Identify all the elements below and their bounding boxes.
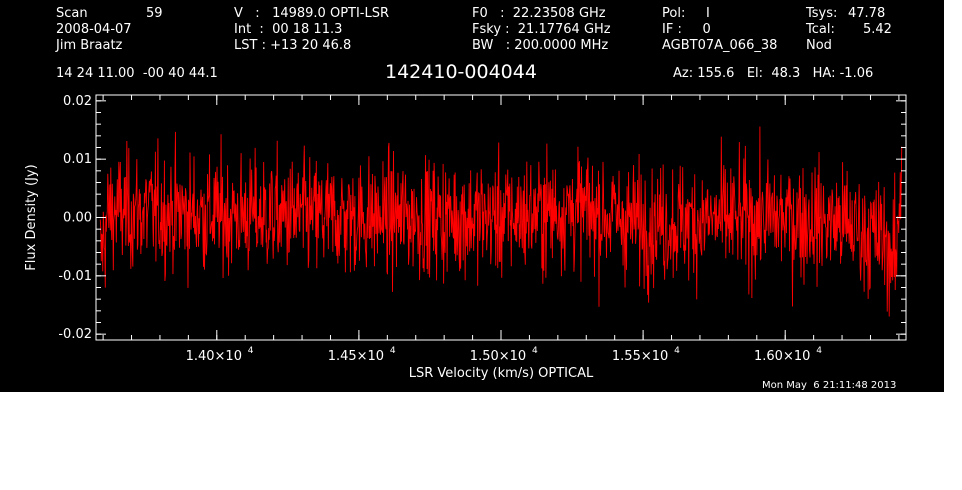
- x-tick-exponent: 4: [674, 346, 680, 356]
- source-name: 142410-004044: [385, 61, 537, 83]
- lst-info: LST : +13 20 46.8: [234, 38, 352, 53]
- x-tick-label: 1.50×10: [470, 349, 526, 364]
- x-tick-label: 1.40×10: [186, 349, 242, 364]
- source-coordinates: 14 24 11.00 -00 40 44.1: [56, 66, 218, 81]
- timestamp: Mon May 6 21:11:48 2013: [762, 380, 897, 391]
- y-axis-title: Flux Density (Jy): [24, 164, 39, 270]
- x-tick-label: 1.55×10: [612, 349, 668, 364]
- x-tick-exponent: 4: [248, 346, 254, 356]
- project-id: AGBT07A_066_38: [662, 38, 778, 53]
- x-tick-exponent: 4: [532, 346, 538, 356]
- obs-date: 2008-04-07: [56, 22, 132, 37]
- rest-frequency: F0 : 22.23508 GHz: [472, 6, 606, 21]
- sky-frequency: Fsky : 21.17764 GHz: [472, 22, 611, 37]
- y-tick-label: 0.02: [63, 94, 92, 109]
- observer-name: Jim Braatz: [56, 38, 123, 53]
- pointing-info: Az: 155.6 El: 48.3 HA: -1.06: [673, 66, 874, 81]
- observing-mode: Nod: [806, 38, 832, 53]
- tsys-value: 47.78: [848, 6, 886, 21]
- scan-label: Scan: [56, 6, 88, 21]
- x-tick-exponent: 4: [390, 346, 396, 356]
- y-tick-label: 0.01: [63, 152, 92, 167]
- velocity-info: V : 14989.0 OPTI-LSR: [234, 6, 390, 21]
- bandwidth: BW : 200.0000 MHz: [472, 38, 609, 53]
- tcal-label: Tcal:: [806, 22, 835, 37]
- scan-value: 59: [146, 6, 163, 21]
- tcal-value: 5.42: [863, 22, 892, 37]
- integration-time: Int : 00 18 11.3: [234, 22, 343, 37]
- x-axis-title: LSR Velocity (km/s) OPTICAL: [409, 366, 594, 381]
- if-number: IF : 0: [662, 22, 711, 37]
- polarization: Pol: I: [662, 6, 710, 21]
- tsys-label: Tsys:: [806, 6, 838, 21]
- spectrum-trace: [99, 126, 903, 317]
- y-tick-label: 0.00: [63, 211, 92, 226]
- x-tick-label: 1.60×10: [754, 349, 810, 364]
- x-tick-exponent: 4: [816, 346, 822, 356]
- x-tick-label: 1.45×10: [328, 349, 384, 364]
- y-tick-label: -0.01: [58, 269, 92, 284]
- y-tick-label: -0.02: [58, 327, 92, 342]
- spectrum-chart: 0.02 0.01 0.00 -0.01 -0.02 1.40×10 4 1.45×10 4 1.…: [24, 94, 907, 381]
